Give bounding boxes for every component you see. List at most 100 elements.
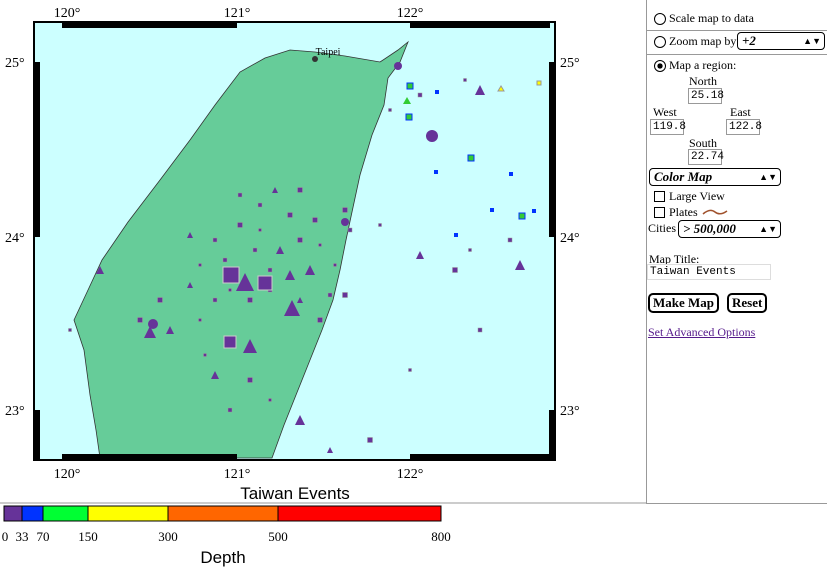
event-marker — [434, 170, 438, 174]
event-marker — [318, 243, 322, 247]
legend-label: 70 — [37, 529, 50, 544]
east-input[interactable]: 122.8 — [726, 119, 762, 135]
event-marker — [252, 247, 258, 253]
cities-select[interactable]: > 500,000 ▲▼ — [678, 220, 781, 238]
event-marker — [287, 212, 293, 218]
north-input[interactable]: 25.18 — [688, 88, 724, 104]
frame-bar — [549, 410, 555, 460]
event-marker — [223, 335, 237, 349]
event-marker — [342, 207, 348, 213]
map-area: Taipei 120° 121° 122° 120° 121° 122° 25°… — [0, 6, 646, 567]
lat-tick-label: 24° — [560, 231, 580, 246]
checkbox-label: Large View — [669, 189, 725, 203]
event-marker — [258, 228, 262, 232]
frame-bar — [62, 22, 237, 28]
legend-label: 500 — [268, 529, 288, 544]
event-marker — [237, 222, 243, 228]
event-marker — [378, 223, 382, 227]
event-marker — [295, 415, 305, 425]
event-marker — [198, 263, 202, 267]
event-marker — [297, 297, 303, 303]
event-marker — [367, 437, 373, 443]
select-arrow: ▲▼ — [803, 36, 821, 46]
event-marker — [257, 202, 263, 208]
event-marker — [347, 227, 353, 233]
frame-bar — [410, 22, 550, 28]
lon-tick-label: 122° — [397, 6, 424, 21]
field-label: South — [689, 136, 718, 150]
lon-tick-label: 120° — [54, 6, 81, 21]
event-marker — [276, 246, 284, 254]
colorbar-segment — [87, 505, 169, 522]
event-marker — [227, 407, 233, 413]
make-map-button[interactable]: Make Map — [648, 293, 720, 313]
south-input[interactable]: 22.74 — [688, 149, 724, 165]
zoom-select[interactable]: +2 ▲▼ — [737, 32, 825, 50]
colorbar-segment — [42, 505, 89, 522]
legend-label: 150 — [78, 529, 98, 544]
option-label: Scale map to data — [669, 11, 754, 25]
reset-button[interactable]: Reset — [727, 293, 768, 313]
frame-bar — [62, 454, 237, 460]
legend-label: 300 — [158, 529, 178, 544]
radio-region[interactable] — [654, 60, 666, 72]
frame-ticks — [34, 22, 555, 460]
island — [73, 40, 409, 459]
event-marker — [403, 97, 411, 104]
event-marker — [333, 263, 337, 267]
event-marker — [388, 108, 392, 112]
select-value: > 500,000 — [683, 221, 736, 236]
select-value: +2 — [742, 33, 756, 48]
event-marker — [137, 317, 143, 323]
colorbar-segment — [167, 505, 279, 522]
event-marker — [467, 154, 475, 162]
event-marker — [416, 251, 424, 259]
option-label: Map a region: — [669, 58, 737, 72]
field-label: Map Title: — [649, 252, 700, 266]
event-marker — [536, 80, 542, 86]
event-marker — [327, 447, 333, 453]
event-marker — [341, 218, 349, 226]
frame-bar — [549, 62, 555, 237]
event-marker — [297, 237, 303, 243]
event-marker — [211, 371, 219, 379]
depth-colorbar — [3, 505, 442, 522]
event-marker — [468, 248, 472, 252]
colorbar-segment — [21, 505, 44, 522]
event-marker — [285, 270, 295, 280]
event-marker — [406, 82, 414, 90]
color-map-select[interactable]: Color Map ▲▼ — [649, 168, 781, 186]
event-marker — [272, 187, 278, 193]
select-arrow: ▲▼ — [759, 172, 777, 182]
radio-scale[interactable] — [654, 13, 666, 25]
plates-checkbox[interactable] — [654, 207, 665, 218]
field-label: North — [689, 74, 717, 88]
radio-zoom[interactable] — [654, 36, 666, 48]
frame-bar — [410, 454, 550, 460]
lon-tick-label: 121° — [224, 6, 251, 21]
city-marker — [312, 56, 318, 62]
legend-label: 800 — [431, 529, 451, 544]
event-marker — [463, 78, 467, 82]
map-title-input[interactable]: Taiwan Events — [647, 264, 771, 280]
event-marker — [394, 62, 402, 70]
event-marker — [144, 326, 156, 338]
panel-divider — [646, 30, 827, 31]
large-view-checkbox[interactable] — [654, 191, 665, 202]
lon-tick-label: 120° — [54, 467, 81, 482]
event-marker — [426, 130, 438, 142]
option-label: Zoom map by — [669, 34, 737, 48]
event-marker — [497, 85, 505, 92]
event-marker — [435, 90, 439, 94]
plates-icon — [702, 209, 728, 215]
legend-title: Depth — [200, 548, 245, 567]
event-marker — [417, 92, 423, 98]
event-marker — [342, 292, 348, 298]
west-input[interactable]: 119.8 — [650, 119, 686, 135]
event-marker — [317, 317, 323, 323]
advanced-link[interactable]: Set Advanced Options — [648, 325, 756, 339]
event-marker — [408, 368, 412, 372]
event-marker — [518, 212, 526, 220]
checkbox-label: Plates — [669, 205, 698, 219]
event-marker — [267, 267, 273, 273]
